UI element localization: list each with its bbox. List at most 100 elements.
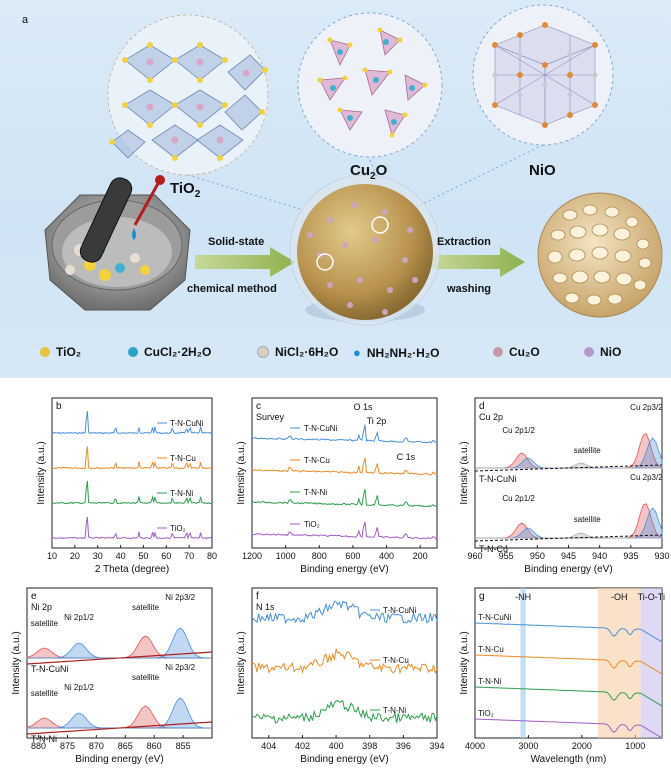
series-line bbox=[474, 686, 663, 707]
annotation-label: satellite bbox=[31, 689, 59, 698]
x-tick-label: 3000 bbox=[518, 741, 538, 751]
series-line bbox=[474, 718, 663, 739]
legend-label: T-N-Cu bbox=[383, 656, 409, 665]
x-tick-label: 860 bbox=[147, 741, 162, 751]
x-tick-label: 70 bbox=[184, 551, 194, 561]
y-axis-label: Intensity (a.u.) bbox=[459, 631, 470, 694]
y-axis-label: Intensity (a.u.) bbox=[11, 631, 22, 694]
annotation-label: satellite bbox=[574, 515, 602, 524]
fit-peak bbox=[475, 462, 662, 469]
label-nio: NiO bbox=[529, 162, 556, 179]
sample-label: T-N-Ni bbox=[31, 734, 57, 744]
sample-label: T-N-CuNi bbox=[31, 664, 69, 674]
annotation-label: Cu 2p3/2 bbox=[630, 473, 663, 482]
x-tick-label: 855 bbox=[176, 741, 191, 751]
series-line bbox=[51, 411, 213, 435]
series-line bbox=[251, 647, 438, 675]
annotation-label: satellite bbox=[31, 619, 59, 628]
x-axis-label: Wavelength (nm) bbox=[531, 754, 607, 765]
x-tick-label: 2000 bbox=[572, 741, 592, 751]
x-tick-label: 935 bbox=[623, 551, 638, 561]
pink-sphere-icon bbox=[493, 347, 503, 357]
series-line bbox=[251, 600, 438, 625]
label-cu2o: Cu2O bbox=[350, 162, 388, 182]
chart-panel-e: eNi 2p 880 875 870 865 860 855 Binding energy (… bbox=[11, 587, 213, 765]
legend-nicl2: NiCl₂·6H₂O bbox=[257, 345, 338, 359]
legend-label: T-N-Cu bbox=[478, 645, 504, 654]
chart-panel-f: fN 1s 404 402 400 398 396 394 Binding energy (e… bbox=[236, 587, 445, 765]
x-tick-label: 200 bbox=[413, 551, 428, 561]
x-tick-label: 945 bbox=[561, 551, 576, 561]
schematic-panel: a TiO2 Cu2O NiO Solid-state chemical met… bbox=[0, 0, 671, 378]
annotation-label: Ti-O-Ti bbox=[638, 592, 665, 602]
x-tick-label: 4000 bbox=[465, 741, 485, 751]
x-tick-label: 950 bbox=[530, 551, 545, 561]
y-axis-label: Intensity (a.u.) bbox=[459, 441, 470, 504]
legend-label: T-N-Ni bbox=[304, 488, 327, 497]
plot-frame bbox=[251, 587, 438, 739]
droplet-icon: ● bbox=[353, 345, 361, 360]
panel-label-g: g bbox=[479, 591, 485, 602]
x-tick-label: 875 bbox=[60, 741, 75, 751]
annotation-label: Ti 2p bbox=[367, 416, 387, 426]
band-oh bbox=[597, 588, 641, 738]
y-axis-label: Intensity (a.u.) bbox=[236, 441, 247, 504]
legend-label: T-N-Cu bbox=[304, 456, 330, 465]
x-axis-label: Binding energy (eV) bbox=[300, 564, 388, 575]
x-tick-label: 396 bbox=[396, 741, 411, 751]
annotation-label: O 1s bbox=[353, 402, 373, 412]
annotation-label: Ni 2p3/2 bbox=[165, 593, 195, 602]
annotation-label: Ni 2p3/2 bbox=[165, 663, 195, 672]
annotation-label: satellite bbox=[574, 446, 602, 455]
x-tick-label: 10 bbox=[47, 551, 57, 561]
legend-label: T-N-CuNi bbox=[478, 613, 512, 622]
legend-label: T-N-CuNi bbox=[304, 424, 338, 433]
panel-label-d: d bbox=[479, 401, 485, 412]
panel-subtitle: Survey bbox=[256, 412, 285, 422]
baseline bbox=[26, 721, 213, 735]
chart-panel-b: b 10 20 30 40 50 60 70 80 2 Theta (degree) Intensi… bbox=[36, 397, 217, 575]
series-line bbox=[474, 654, 663, 675]
legend-label: T-N-Ni bbox=[478, 677, 501, 686]
plot-frame bbox=[51, 397, 213, 549]
fit-peak bbox=[475, 532, 662, 539]
plot-frame bbox=[474, 397, 663, 549]
plot-frame bbox=[251, 397, 438, 549]
band-tio bbox=[640, 588, 662, 738]
panel-label-e: e bbox=[31, 591, 37, 602]
x-tick-label: 865 bbox=[118, 741, 133, 751]
x-axis-label: Binding energy (eV) bbox=[75, 754, 163, 765]
series-line bbox=[474, 622, 663, 643]
x-tick-label: 400 bbox=[379, 551, 394, 561]
legend-tio2: TiO₂ bbox=[40, 345, 81, 359]
x-tick-label: 394 bbox=[429, 741, 444, 751]
cu2o-crystal-icon bbox=[297, 12, 443, 158]
annotation-label: Cu 2p1/2 bbox=[502, 426, 535, 435]
x-axis-label: Binding energy (eV) bbox=[300, 754, 388, 765]
legend-label: T-N-CuNi bbox=[383, 606, 417, 615]
annotation-label: -NH bbox=[515, 592, 531, 602]
annotation-label: satellite bbox=[132, 603, 160, 612]
x-tick-label: 60 bbox=[161, 551, 171, 561]
x-axis-label: 2 Theta (degree) bbox=[95, 564, 169, 575]
x-tick-label: 800 bbox=[312, 551, 327, 561]
step1-line1: Solid-state bbox=[208, 236, 265, 248]
y-axis-label: Intensity (a.u.) bbox=[36, 441, 47, 504]
x-tick-label: 1200 bbox=[242, 551, 262, 561]
x-tick-label: 40 bbox=[116, 551, 126, 561]
panel-subtitle: Cu 2p bbox=[479, 412, 503, 422]
step2-line1: Extraction bbox=[437, 236, 491, 248]
schematic-graphic bbox=[44, 4, 663, 326]
nio-crystal-icon bbox=[472, 4, 614, 146]
annotation-label: -OH bbox=[611, 592, 628, 602]
legend-cucl2: CuCl₂·2H₂O bbox=[128, 345, 211, 359]
arrow-step2-icon bbox=[430, 247, 525, 277]
panel-label-c: c bbox=[256, 401, 261, 412]
panel-subtitle: N 1s bbox=[256, 602, 275, 612]
x-tick-label: 30 bbox=[93, 551, 103, 561]
series-line bbox=[51, 446, 212, 470]
y-axis-label: Intensity (a.u.) bbox=[236, 631, 247, 694]
band-nh bbox=[520, 588, 526, 738]
beige-sphere-icon bbox=[257, 346, 269, 358]
legend-label: T-N-Cu bbox=[170, 454, 196, 463]
